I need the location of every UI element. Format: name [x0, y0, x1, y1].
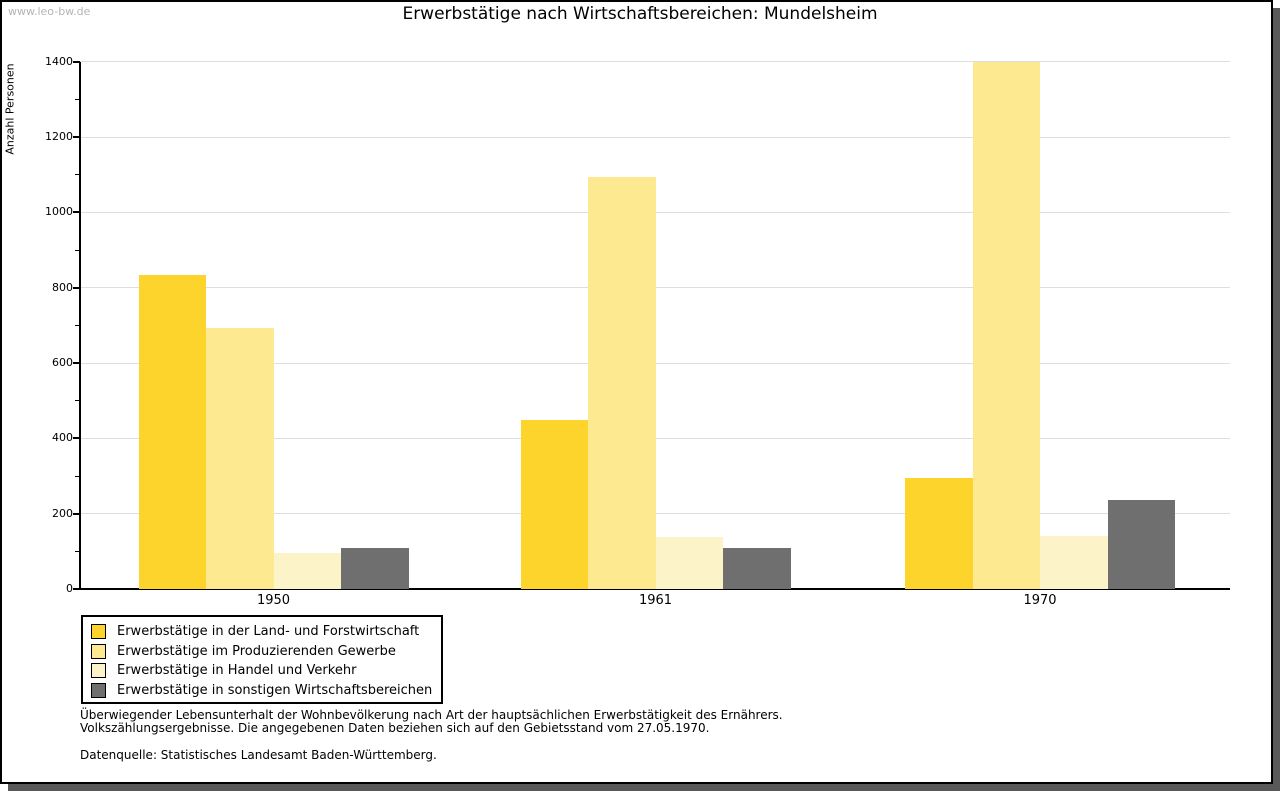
chart-title: Erwerbstätige nach Wirtschaftsbereichen:…	[402, 4, 878, 24]
legend-label-2: Erwerbstätige im Produzierenden Gewerbe	[117, 643, 396, 659]
y-major-tick	[73, 362, 80, 364]
bar-1950-series-2	[206, 327, 274, 589]
legend-label-1: Erwerbstätige in der Land- und Forstwirt…	[117, 624, 420, 640]
y-tick-label: 1200	[45, 130, 73, 144]
y-tick-label: 600	[52, 356, 73, 369]
y-tick-label: 1000	[45, 205, 73, 219]
chart-legend: Erwerbstätige in der Land- und Forstwirt…	[81, 615, 443, 704]
bar-chart-plot-area: 0 200 400 600 800 1000 1200 1400 1950 1961 1970	[45, 54, 1230, 608]
y-minor-tick	[75, 550, 80, 552]
y-major-tick	[73, 512, 80, 515]
bar-1950-series-4	[341, 547, 409, 589]
legend-swatch-3	[91, 663, 106, 679]
legend-swatch-4	[91, 682, 106, 698]
bar-1961-series-2	[588, 177, 656, 589]
x-tick-label-1950: 1950	[256, 593, 291, 608]
y-major-tick	[73, 211, 80, 214]
y-tick-label: 1400	[45, 54, 73, 68]
x-tick-label-1970: 1970	[1023, 593, 1057, 608]
bar-1970-series-2	[972, 62, 1040, 589]
y-gridline	[80, 136, 1230, 138]
x-tick-label-1961: 1961	[638, 593, 673, 608]
legend-item-1: Erwerbstätige in der Land- und Forstwirt…	[83, 622, 441, 642]
y-major-tick	[73, 588, 80, 590]
legend-item-4: Erwerbstätige in sonstigen Wirtschaftsbe…	[83, 681, 441, 701]
bar-1970-series-3	[1040, 536, 1108, 589]
legend-label-4: Erwerbstätige in sonstigen Wirtschaftsbe…	[117, 682, 433, 698]
y-axis-line	[79, 61, 81, 590]
y-minor-tick	[75, 98, 80, 100]
footnote-source: Datenquelle: Statistisches Landesamt Bad…	[80, 748, 437, 762]
legend-item-2: Erwerbstätige im Produzierenden Gewerbe	[83, 642, 441, 662]
legend-label-3: Erwerbstätige in Handel und Verkehr	[117, 663, 357, 679]
y-minor-tick	[75, 400, 80, 402]
footnote-line-1: Überwiegender Lebensunterhalt der Wohnbe…	[80, 708, 783, 722]
bar-1950-series-3	[273, 552, 341, 589]
y-tick-label: 200	[52, 506, 73, 520]
y-major-tick	[73, 437, 80, 440]
y-gridline	[80, 61, 1230, 63]
page-shadow-right	[1273, 8, 1280, 791]
y-major-tick	[73, 286, 80, 289]
y-major-tick	[73, 136, 80, 139]
legend-swatch-1	[91, 624, 106, 640]
bar-1961-series-3	[655, 537, 723, 589]
page-shadow-bottom	[8, 784, 1280, 791]
legend-item-3: Erwerbstätige in Handel und Verkehr	[83, 661, 441, 681]
footnote-line-2: Volkszählungsergebnisse. Die angegebenen…	[80, 721, 710, 735]
watermark: www.leo-bw.de	[8, 5, 91, 18]
y-tick-label: 0	[66, 582, 73, 595]
y-tick-label: 400	[52, 431, 73, 445]
bar-1970-series-1	[905, 477, 973, 589]
y-major-tick	[73, 60, 80, 63]
bar-1950-series-1	[138, 274, 206, 589]
bar-1961-series-1	[520, 420, 588, 589]
y-minor-tick	[75, 324, 80, 326]
legend-swatch-2	[91, 643, 106, 659]
x-axis-line	[79, 588, 1230, 590]
y-minor-tick	[75, 249, 80, 251]
bar-1961-series-4	[723, 547, 791, 589]
bar-1970-series-4	[1107, 500, 1175, 589]
y-tick-label: 800	[52, 280, 73, 294]
y-minor-tick	[75, 174, 80, 176]
y-minor-tick	[75, 475, 80, 477]
